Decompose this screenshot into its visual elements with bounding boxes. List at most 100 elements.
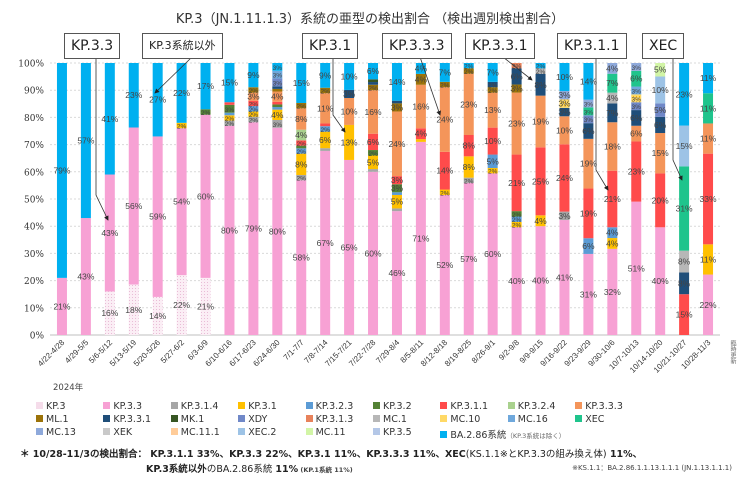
- y-tick-label: 40%: [24, 223, 44, 233]
- data-label: 10%: [484, 136, 501, 146]
- bar-segment: [415, 128, 426, 140]
- year-label: 2024年: [53, 383, 84, 393]
- data-label: 24%: [436, 115, 453, 125]
- data-label: 23%: [460, 99, 477, 109]
- bar-segment: [104, 63, 115, 175]
- data-label: 3%: [273, 80, 283, 87]
- x-tick-label: 7/22-7/28: [347, 338, 378, 369]
- data-label: 4%: [295, 130, 308, 140]
- bar-segment: [535, 226, 546, 335]
- legend-label: KP.3.3: [113, 401, 142, 412]
- bar-segment: [703, 244, 714, 275]
- data-label: 16%: [365, 107, 382, 117]
- bar-segment: [487, 154, 498, 169]
- data-label: 14%: [388, 77, 405, 87]
- data-label: 40%: [652, 276, 669, 286]
- bar-segment: [320, 87, 331, 94]
- legend-label: MC.11.1: [180, 427, 220, 438]
- data-label: 4%: [271, 92, 284, 102]
- data-label: 71%: [412, 233, 429, 243]
- bar-segment: [56, 63, 67, 278]
- data-label: 16%: [412, 102, 429, 112]
- bar-segment: [583, 253, 594, 335]
- data-label: 80%: [221, 225, 238, 235]
- bar-segment: [511, 221, 522, 228]
- data-label: 14%: [149, 311, 166, 321]
- bar-segment: [391, 111, 402, 177]
- bar-segment: [391, 192, 402, 195]
- bar-segment: [655, 116, 666, 134]
- data-label: 21%: [197, 301, 214, 311]
- bar-segment: [559, 144, 570, 212]
- data-label: 8%: [295, 159, 308, 169]
- bar-segment: [104, 174, 115, 292]
- legend-item: MC.11: [305, 427, 346, 438]
- data-label: 2%: [320, 127, 330, 134]
- legend-item: XEC: [575, 414, 604, 425]
- footnote-values: KP.3.1.1 33%、KP.3.3 22%、KP.3.1 11%、KP.3.…: [150, 449, 466, 460]
- bar-segment: [368, 169, 379, 172]
- bar-segment: [487, 63, 498, 82]
- data-label: 2%: [488, 169, 498, 176]
- data-label: 40%: [508, 276, 525, 286]
- bar-segment: [535, 215, 546, 227]
- bar-segment: [320, 126, 331, 132]
- data-label: 58%: [293, 253, 310, 263]
- data-label: 7%: [487, 67, 500, 77]
- callout-arrow: [502, 56, 533, 81]
- data-label: 6%: [582, 241, 595, 251]
- data-label: 10%: [341, 106, 358, 116]
- bar-segment: [296, 180, 307, 335]
- data-label: 10%: [341, 71, 358, 81]
- legend-swatch: [103, 428, 111, 435]
- legend-label: KP.3.5: [383, 427, 412, 438]
- legend-item: KP.3.3.1: [103, 414, 151, 425]
- legend-label: KP.3.2.4: [517, 401, 556, 412]
- data-label: 10%: [652, 85, 669, 95]
- x-tick-label: 5/20-5/26: [132, 338, 163, 369]
- bar-segment: [248, 106, 259, 112]
- data-label: 7%: [439, 67, 452, 77]
- bar-segment: [320, 93, 331, 124]
- bar-segment: [655, 227, 666, 335]
- bar-segment: [607, 122, 618, 171]
- data-label: 52%: [436, 260, 453, 270]
- data-label: 19%: [580, 159, 597, 169]
- data-label: 8%: [534, 80, 547, 90]
- bar-segment: [511, 63, 522, 69]
- bar-segment: [631, 110, 642, 126]
- data-label: 6%: [582, 126, 595, 136]
- bar-segment: [224, 125, 235, 336]
- bar-segment: [487, 173, 498, 335]
- bar-segment: [559, 220, 570, 335]
- bar-segment: [320, 123, 331, 127]
- footnote-small: (KP.1系統 11%): [298, 466, 353, 474]
- bar-segment: [583, 188, 594, 239]
- bar-segment: [535, 147, 546, 216]
- footnote-mid: のBA.2.86系統: [206, 464, 276, 475]
- data-label: 17%: [197, 81, 214, 91]
- legend-item: MC.1: [373, 414, 407, 425]
- data-label: 3%: [632, 88, 642, 95]
- data-label: 22%: [700, 300, 717, 310]
- bar-segment: [344, 89, 355, 99]
- data-label: 18%: [604, 141, 621, 151]
- bar-segment: [344, 159, 355, 335]
- bar-segment: [320, 150, 331, 335]
- legend-swatch: [103, 415, 111, 422]
- callout-non-kp3: KP.3系統以外: [142, 33, 223, 59]
- data-label: 2%: [512, 212, 522, 219]
- legend-item: BA.2.86系統（KP.3系統は除く）: [440, 427, 565, 441]
- data-label: 3%: [273, 73, 283, 80]
- bar-segment: [152, 63, 163, 137]
- legend-swatch: [305, 428, 313, 435]
- bar-segment: [391, 103, 402, 112]
- legend-label: XEK: [113, 427, 133, 438]
- bar-segment: [631, 94, 642, 103]
- data-label: 5%: [487, 156, 500, 166]
- data-label: 59%: [149, 212, 166, 222]
- bar-segment: [583, 63, 594, 100]
- y-tick-label: 70%: [24, 141, 44, 151]
- data-label: 23%: [125, 90, 142, 100]
- bar-segment: [200, 63, 211, 110]
